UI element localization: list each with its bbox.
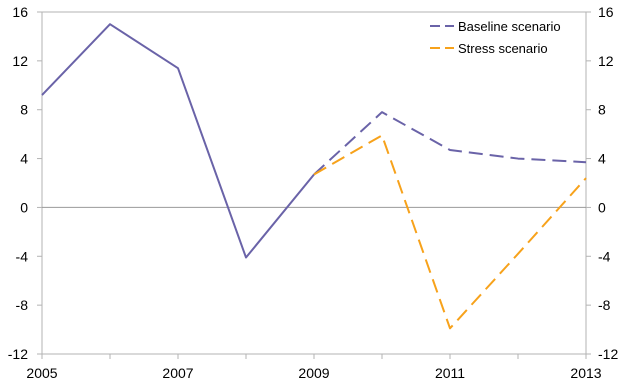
y-tick-label-right: -12 xyxy=(598,346,618,362)
baseline-scenario-line xyxy=(313,111,587,176)
y-tick-label-right: -8 xyxy=(598,297,611,313)
x-tick-label: 2009 xyxy=(298,365,329,381)
y-axis-right: 16 12 8 4 0 -4 -8 -12 xyxy=(586,4,618,362)
plot-border xyxy=(41,11,587,355)
y-tick-label-right: 12 xyxy=(598,53,614,69)
x-axis: 2005 2007 2009 2011 2013 xyxy=(26,354,602,381)
y-tick-label-left: 16 xyxy=(12,4,28,20)
y-tick-label-right: 8 xyxy=(598,102,606,118)
stress-scenario-line xyxy=(313,134,587,330)
x-tick-label: 2005 xyxy=(26,365,57,381)
y-tick-label-right: -4 xyxy=(598,248,611,264)
y-tick-label-right: 4 xyxy=(598,151,606,167)
legend-label-stress-scenario: Stress scenario xyxy=(458,41,548,56)
y-tick-label-left: -4 xyxy=(16,248,29,264)
plot-frame xyxy=(41,11,587,355)
y-tick-label-left: 4 xyxy=(20,151,28,167)
y-tick-label-left: 12 xyxy=(12,53,28,69)
legend: Baseline scenario Stress scenario xyxy=(430,19,561,56)
y-axis-left: 16 12 8 4 0 -4 -8 -12 xyxy=(8,4,42,362)
series-group xyxy=(41,23,587,330)
y-tick-label-left: 8 xyxy=(20,102,28,118)
x-tick-label: 2013 xyxy=(570,365,601,381)
legend-label-baseline-scenario: Baseline scenario xyxy=(458,19,561,34)
y-tick-label-left: -12 xyxy=(8,346,28,362)
y-tick-label-left: -8 xyxy=(16,297,29,313)
y-tick-label-right: 0 xyxy=(598,199,606,215)
x-tick-label: 2007 xyxy=(162,365,193,381)
historical-line xyxy=(41,23,315,259)
y-tick-label-right: 16 xyxy=(598,4,614,20)
x-tick-label: 2011 xyxy=(435,365,465,381)
y-tick-label-left: 0 xyxy=(20,199,28,215)
